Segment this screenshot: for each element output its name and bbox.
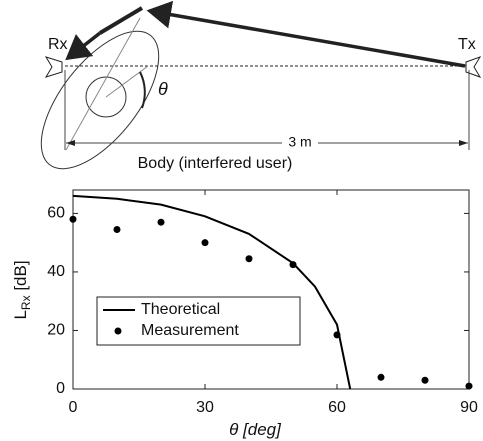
diagram: Rx Tx θ 3 m Body (interfered user) [40,0,482,172]
measurement-point [201,239,209,247]
body-label: Body (interfered user) [138,155,293,172]
measurement-point [377,373,385,381]
plot-frame [72,189,470,390]
theoretical-line [72,194,352,390]
y-tick-label: 60 [47,205,65,222]
measurement-point [421,376,429,384]
body-axis [65,17,141,151]
chart: θ [deg] LRx [dB] 0 30 60 90 0 20 40 60 Theoretic… [11,189,478,439]
rx-label: Rx [48,36,68,53]
incident-arrow [146,0,466,68]
tx-antenna [465,56,482,78]
x-tick-label: 60 [328,399,346,416]
measurement-point [465,382,473,390]
x-axis-title: θ [deg] [229,420,282,439]
measurement-point [333,331,341,339]
reflected-arrow [65,31,102,61]
measurement-point [157,218,165,226]
y-title-sub: Rx [19,295,33,310]
legend-marker [114,327,122,335]
y-tick-label: 0 [56,380,65,397]
distance-label: 3 m [288,134,311,150]
legend-box [96,296,301,346]
y-axis-title: LRx [dB] [11,260,33,319]
x-tick-label: 0 [69,399,78,416]
rx-antenna [44,56,63,78]
angle-arc [139,71,146,109]
measurement-point [69,215,77,223]
y-tick-label: 40 [47,263,65,280]
x-tick-label: 90 [460,399,478,416]
y-title-main: L [11,310,30,319]
x-tick-label: 30 [196,399,214,416]
y-tick-label: 20 [47,322,65,339]
body-ellipse [40,30,160,170]
x-axis-title-text: θ [deg] [229,420,282,439]
tx-label: Tx [458,36,476,53]
head-circle [85,76,127,118]
reflector [98,6,144,35]
measurement-point [289,261,297,269]
measurement-point [245,255,253,263]
measurement-point [113,226,121,234]
body-axis-2 [105,65,149,98]
angle-label: θ [158,79,168,99]
y-title-unit: [dB] [11,260,30,295]
legend-label: Measurement [141,322,239,339]
legend-label: Theoretical [141,301,220,318]
